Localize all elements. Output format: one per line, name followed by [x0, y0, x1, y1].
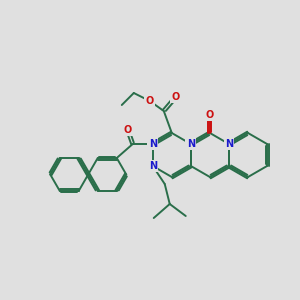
Text: O: O: [206, 110, 214, 120]
Text: O: O: [124, 125, 132, 135]
Text: N: N: [187, 139, 195, 149]
Text: N: N: [225, 139, 233, 149]
Text: N: N: [149, 139, 157, 149]
Text: O: O: [146, 96, 154, 106]
Text: O: O: [172, 92, 180, 102]
Text: N: N: [149, 161, 157, 171]
